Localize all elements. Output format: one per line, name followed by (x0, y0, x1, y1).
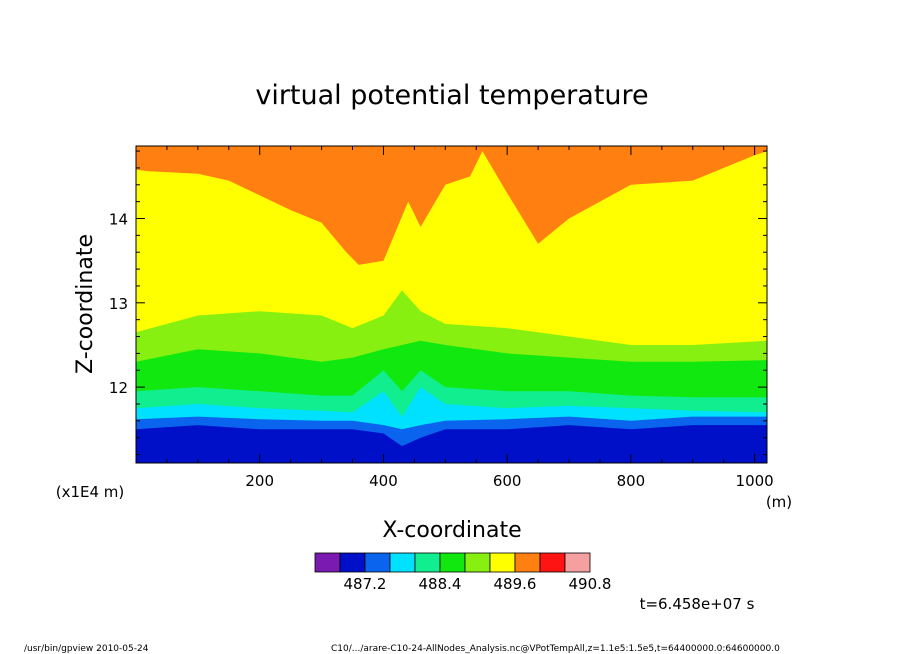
y-axis-ticks: 12 13 14 (109, 150, 767, 456)
y-axis-unit: (x1E4 m) (56, 483, 125, 501)
x-tick-label: 1000 (736, 472, 774, 490)
colorbar-swatch (489, 552, 516, 573)
x-tick-label: 600 (493, 472, 522, 490)
colorbar-swatch (314, 552, 341, 573)
colorbar-swatch (464, 552, 491, 573)
y-tick-label: 14 (109, 211, 128, 229)
colorbar-label: 490.8 (569, 575, 612, 593)
colorbar-label: 489.6 (494, 575, 537, 593)
time-label: t=6.458e+07 s (640, 595, 755, 613)
colorbar-swatch (514, 552, 541, 573)
contour-bands (136, 146, 767, 463)
x-tick-label: 800 (617, 472, 646, 490)
x-axis-unit: (m) (766, 493, 792, 511)
colorbar-swatch (564, 552, 591, 573)
colorbar-swatch (364, 552, 391, 573)
colorbar-swatch (389, 552, 416, 573)
x-axis-ticks: 200 400 600 800 1000 (166, 146, 774, 490)
colorbar: 487.2 488.4 489.6 490.8 (314, 552, 612, 593)
chart-title: virtual potential temperature (255, 80, 648, 111)
band-blue (136, 425, 767, 463)
x-axis-label: X-coordinate (382, 518, 521, 543)
x-tick-label: 400 (369, 472, 398, 490)
colorbar-label: 487.2 (344, 575, 387, 593)
colorbar-swatch (439, 552, 466, 573)
colorbar-label: 488.4 (419, 575, 462, 593)
colorbar-swatch (414, 552, 441, 573)
y-tick-label: 13 (109, 295, 128, 313)
plot-frame (135, 145, 768, 464)
footer-source: C10/.../arare-C10-24-AllNodes_Analysis.n… (331, 644, 780, 654)
x-tick-label: 200 (245, 472, 274, 490)
colorbar-swatch (339, 552, 366, 573)
colorbar-swatch (539, 552, 566, 573)
y-axis-label: Z-coordinate (73, 234, 98, 374)
y-tick-label: 12 (109, 379, 128, 397)
footer-program: /usr/bin/gpview 2010-05-24 (24, 644, 149, 654)
